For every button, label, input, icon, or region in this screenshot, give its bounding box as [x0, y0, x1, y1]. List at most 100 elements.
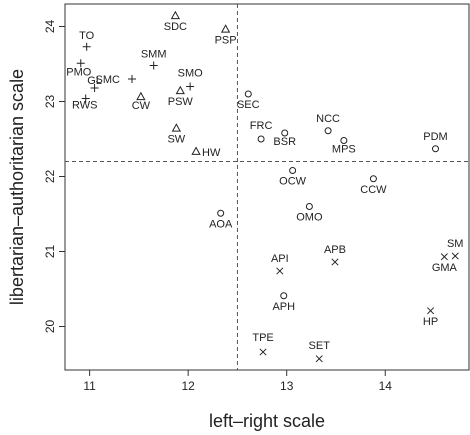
plus-marker	[82, 42, 91, 51]
point-label: GMA	[432, 262, 458, 274]
data-point: RWS	[72, 94, 97, 112]
y-tick-label: 23	[43, 95, 57, 109]
x-axis-title: left–right scale	[209, 411, 325, 431]
point-label: SM	[447, 238, 464, 250]
data-point: SM	[447, 238, 464, 260]
data-point: MPS	[332, 137, 356, 156]
data-point: OCW	[279, 167, 307, 188]
data-point: PDM	[423, 131, 448, 153]
plus-marker	[81, 94, 90, 103]
point-label: PDM	[423, 131, 447, 143]
point-label: HP	[423, 316, 438, 328]
reference-lines	[65, 4, 469, 370]
point-label: SMM	[141, 49, 167, 61]
data-point: PMO	[66, 59, 92, 78]
point-label: FRC	[250, 120, 273, 132]
point-label: TPE	[252, 332, 273, 344]
cross-marker	[331, 258, 339, 266]
data-point: SMM	[141, 49, 167, 70]
point-label: PMO	[66, 66, 92, 78]
circle-marker	[340, 137, 348, 144]
circle-marker	[369, 175, 377, 183]
data-point: GMA	[432, 253, 458, 274]
data-point: AOA	[209, 209, 233, 230]
point-label: CW	[132, 100, 151, 112]
point-label: SMC	[96, 74, 121, 86]
circle-marker	[257, 135, 265, 143]
point-label: SET	[309, 340, 331, 352]
x-tick-label: 12	[181, 379, 195, 393]
data-point: BSR	[273, 129, 296, 148]
point-label: API	[271, 253, 289, 265]
cross-marker	[259, 348, 267, 356]
y-axis: 20 21 22 23 24	[43, 20, 65, 334]
triangle-marker	[175, 85, 185, 95]
plus-marker	[76, 59, 85, 68]
plot-frame	[64, 3, 470, 371]
data-point: SW	[167, 123, 186, 146]
data-point: PSW	[168, 85, 194, 108]
plus-marker	[186, 82, 195, 91]
triangle-marker	[170, 10, 181, 20]
point-label: SMO	[178, 68, 204, 80]
data-point: OMO	[296, 203, 323, 224]
data-point: HW	[191, 146, 221, 159]
y-tick-label: 21	[43, 245, 57, 259]
cross-marker	[451, 252, 459, 260]
circle-marker	[324, 127, 332, 135]
point-label: GL	[87, 75, 102, 87]
circle-marker	[281, 129, 289, 137]
point-label: RWS	[72, 100, 97, 112]
triangle-marker	[136, 91, 146, 101]
cross-marker	[315, 355, 323, 363]
circle-marker	[280, 292, 288, 300]
y-tick-label: 20	[43, 320, 57, 334]
y-tick-label: 22	[43, 170, 57, 184]
data-point: FRC	[250, 120, 273, 143]
plus-marker	[149, 61, 158, 70]
data-point: PSP	[215, 24, 237, 47]
plus-marker	[128, 75, 137, 83]
data-point: CCW	[360, 175, 387, 196]
data-point: TO	[79, 30, 95, 51]
data-point: SMO	[178, 68, 204, 91]
point-label: BSR	[273, 136, 296, 148]
point-label: TO	[79, 30, 95, 42]
point-label: PSW	[168, 96, 194, 108]
triangle-marker	[220, 24, 231, 33]
triangle-marker	[191, 146, 201, 155]
point-label: MPS	[332, 144, 356, 156]
point-label: CCW	[360, 184, 387, 196]
x-tick-label: 13	[280, 379, 294, 393]
point-label: APH	[272, 301, 295, 313]
cross-marker	[440, 253, 448, 261]
point-label: PSP	[215, 35, 237, 47]
point-label: OMO	[296, 212, 323, 224]
point-label: AOA	[209, 218, 233, 230]
data-point: TPE	[252, 332, 274, 356]
y-axis-title: libertarian–authoritarian scale	[7, 69, 27, 305]
data-point: SET	[309, 340, 331, 363]
data-point: APH	[272, 292, 295, 313]
data-point: HP	[423, 307, 438, 328]
point-label: SW	[167, 134, 185, 146]
point-label: NCC	[316, 113, 340, 125]
plus-marker	[90, 84, 99, 92]
circle-marker	[244, 90, 252, 98]
circle-marker	[289, 167, 297, 174]
data-point: NCC	[316, 113, 340, 135]
x-tick-label: 14	[379, 379, 393, 393]
data-point: APB	[324, 244, 346, 266]
data-point: GL	[87, 75, 102, 92]
data-point: SMC	[96, 74, 137, 86]
data-points: TOPMOGLRWSSMCSMMSMOCWSDCPSPPSWSWHWSECFRC…	[66, 10, 464, 363]
circle-marker	[305, 203, 313, 210]
data-point: CW	[132, 91, 151, 112]
point-label: SEC	[237, 99, 260, 111]
point-label: APB	[324, 244, 346, 256]
data-point: SDC	[164, 10, 187, 33]
cross-marker	[427, 307, 435, 315]
y-tick-label: 24	[43, 20, 57, 34]
triangle-marker	[171, 123, 181, 132]
